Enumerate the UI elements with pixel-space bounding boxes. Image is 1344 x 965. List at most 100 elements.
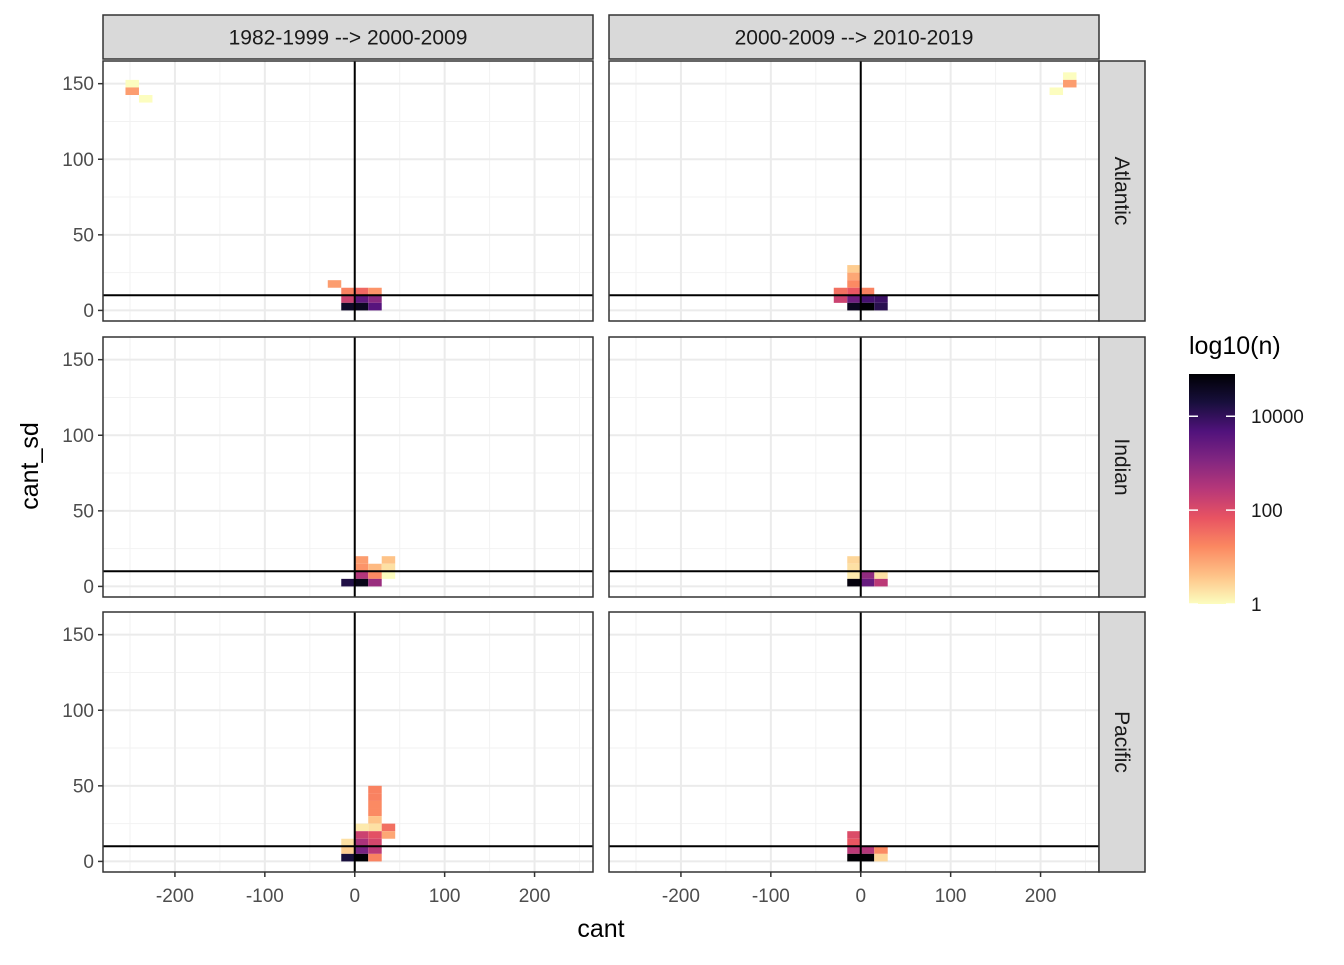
column-strip-label: 1982-1999 --> 2000-2009 bbox=[229, 27, 468, 50]
y-tick-label: 150 bbox=[62, 625, 94, 646]
heat-tile bbox=[354, 846, 369, 854]
heat-tile bbox=[833, 295, 848, 303]
row-strip-label: Atlantic bbox=[1110, 157, 1133, 226]
heat-tile bbox=[874, 846, 888, 854]
heat-tile bbox=[368, 302, 382, 311]
heat-tile bbox=[341, 853, 355, 862]
panel-border bbox=[102, 336, 594, 598]
heat-tile bbox=[368, 808, 382, 817]
x-tick-label: -200 bbox=[662, 886, 700, 907]
y-axis-title: cant_sd bbox=[16, 422, 44, 510]
legend-label: 10000 bbox=[1251, 407, 1304, 428]
heat-tile bbox=[341, 287, 355, 296]
heat-tile bbox=[874, 302, 888, 311]
heat-tile bbox=[341, 846, 355, 854]
facet-panel: -200 -100 0 100 200 bbox=[608, 611, 1100, 907]
panels-layer: 0 50 100 150 0 50 100 150 0 50 100 150 -200 -100 0 100 2… bbox=[62, 14, 1146, 907]
heat-tile bbox=[1063, 79, 1077, 88]
heat-tile bbox=[125, 79, 139, 88]
heat-tile bbox=[860, 578, 875, 587]
heat-tile bbox=[138, 95, 153, 103]
heat-tile bbox=[381, 823, 396, 832]
row-strip: Atlantic bbox=[1098, 60, 1146, 322]
legend-title: log10(n) bbox=[1189, 332, 1281, 360]
heat-tile bbox=[354, 823, 369, 832]
x-tick-label: 200 bbox=[519, 886, 551, 907]
heat-tile bbox=[847, 571, 861, 579]
heat-tile bbox=[341, 302, 355, 311]
heat-tile bbox=[368, 785, 382, 794]
column-strip: 1982-1999 --> 2000-2009 bbox=[102, 14, 594, 60]
panel-background bbox=[103, 612, 593, 872]
heat-tile bbox=[341, 838, 355, 847]
heat-tile bbox=[381, 571, 396, 579]
y-tick-label: 50 bbox=[73, 225, 94, 246]
facet-panel: 0 50 100 150 -200 -100 0 100 200 bbox=[62, 611, 594, 907]
heat-tile bbox=[381, 831, 396, 839]
row-strip-label: Indian bbox=[1110, 438, 1133, 495]
heat-tile bbox=[368, 563, 382, 572]
heat-tile bbox=[327, 280, 342, 288]
legend-colorbar bbox=[1189, 374, 1235, 604]
heat-tile bbox=[847, 563, 861, 572]
heat-tile bbox=[368, 287, 382, 296]
heat-tile bbox=[354, 571, 369, 579]
column-strip: 2000-2009 --> 2010-2019 bbox=[608, 14, 1100, 60]
heat-tile bbox=[847, 578, 861, 587]
heat-tile bbox=[1049, 87, 1064, 96]
heat-tile bbox=[368, 823, 382, 832]
heat-tile bbox=[368, 846, 382, 854]
heat-tile bbox=[368, 295, 382, 303]
heat-tile bbox=[368, 571, 382, 579]
row-strip: Pacific bbox=[1098, 611, 1146, 873]
y-tick-label: 0 bbox=[83, 301, 94, 322]
strip-background bbox=[1098, 611, 1146, 873]
heat-tile bbox=[354, 578, 369, 587]
heat-tile bbox=[1063, 72, 1077, 80]
heat-tile bbox=[847, 853, 861, 862]
heat-tile bbox=[368, 816, 382, 824]
heat-tile bbox=[847, 272, 861, 281]
legend: 10000 100 1 bbox=[1189, 374, 1304, 616]
heat-tile bbox=[341, 295, 355, 303]
heat-tile bbox=[874, 571, 888, 579]
panel-border bbox=[102, 60, 594, 322]
heat-tile bbox=[833, 287, 848, 296]
heat-tile bbox=[354, 563, 369, 572]
x-tick-label: 0 bbox=[349, 886, 360, 907]
heat-tile bbox=[847, 302, 861, 311]
y-tick-label: 150 bbox=[62, 350, 94, 371]
heat-tile bbox=[381, 556, 396, 564]
heat-tile bbox=[860, 571, 875, 579]
heat-tile bbox=[847, 265, 861, 273]
heat-tile bbox=[847, 846, 861, 854]
heat-tile bbox=[860, 853, 875, 862]
facet-panel bbox=[608, 60, 1100, 322]
y-tick-label: 150 bbox=[62, 74, 94, 95]
heat-tile bbox=[847, 280, 861, 288]
x-tick-label: 100 bbox=[935, 886, 967, 907]
strip-background bbox=[1098, 60, 1146, 322]
heat-tile bbox=[368, 578, 382, 587]
heat-tile bbox=[381, 563, 396, 572]
strip-background bbox=[1098, 336, 1146, 598]
x-axis-title: cant bbox=[577, 915, 624, 943]
heat-tile bbox=[354, 838, 369, 847]
heat-tile bbox=[860, 846, 875, 854]
panel-background bbox=[103, 337, 593, 597]
x-tick-label: 100 bbox=[429, 886, 461, 907]
legend-label: 1 bbox=[1251, 595, 1262, 616]
y-tick-label: 50 bbox=[73, 501, 94, 522]
heat-tile bbox=[341, 578, 355, 587]
y-tick-label: 0 bbox=[83, 577, 94, 598]
heat-tile bbox=[874, 853, 888, 862]
y-tick-label: 100 bbox=[62, 701, 94, 722]
x-tick-label: -200 bbox=[156, 886, 194, 907]
heat-tile bbox=[847, 287, 861, 296]
heat-tile bbox=[874, 295, 888, 303]
x-tick-label: -100 bbox=[752, 886, 790, 907]
heat-tile bbox=[354, 831, 369, 839]
x-tick-label: 200 bbox=[1025, 886, 1057, 907]
heat-tile bbox=[368, 831, 382, 839]
